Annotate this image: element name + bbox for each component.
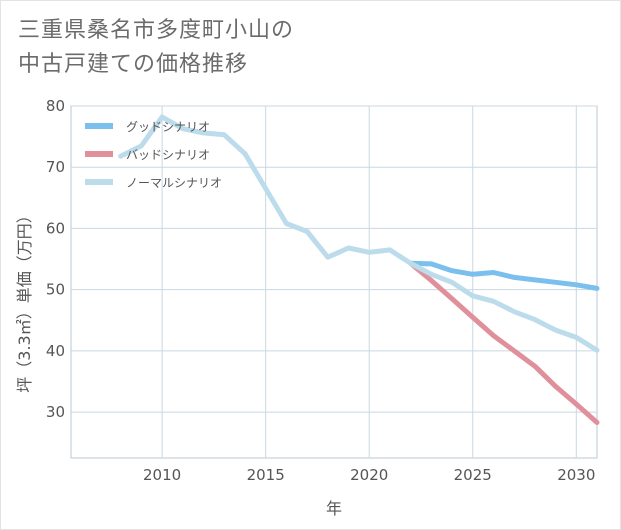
tick-labels: 2010 2015 2020 2025 2030 30 40 50 60 70 80 [46,97,595,484]
good-scenario-line [408,260,600,291]
x-tick-label: 2015 [247,466,285,484]
legend-label: ノーマルシナリオ [126,176,222,190]
x-tick-label: 2020 [350,466,388,484]
x-tick-label: 2025 [454,466,492,484]
y-axis-label: 坪（3.3㎡）単価（万円） [15,207,34,392]
normal-scenario-line [118,114,600,353]
legend-item-good: グッドシナリオ [85,120,210,134]
legend-label: バッドシナリオ [126,148,210,162]
bad-scenario-line [408,260,600,425]
y-tick-label: 60 [46,219,65,237]
y-tick-label: 30 [46,403,65,421]
x-tick-label: 2010 [143,466,181,484]
chart-title: 三重県桑名市多度町小山の 中古戸建ての価格推移 [18,14,578,82]
legend-item-bad: バッドシナリオ [85,148,210,162]
x-tick-label: 2030 [557,466,595,484]
chart-title-line-1: 三重県桑名市多度町小山の [18,18,295,43]
series-lines [118,114,600,425]
y-tick-label: 40 [46,342,65,360]
y-tick-label: 70 [46,158,65,176]
y-tick-label: 80 [46,97,65,115]
chart-title-line-2: 中古戸建ての価格推移 [18,52,249,77]
grid-lines [71,105,597,458]
y-tick-label: 50 [46,281,65,299]
x-axis-label: 年 [326,499,342,518]
legend-label: グッドシナリオ [126,120,210,134]
legend-item-normal: ノーマルシナリオ [85,176,222,190]
